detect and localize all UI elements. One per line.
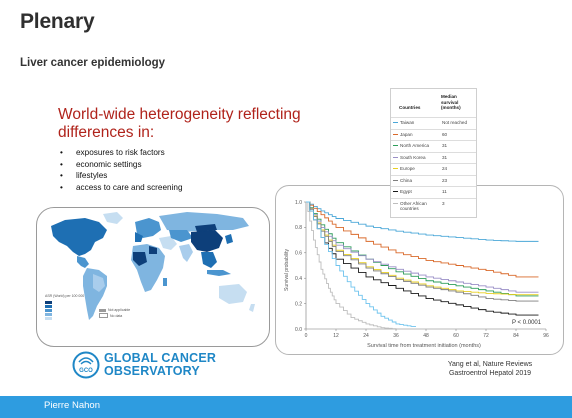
legend-header-countries: Countries bbox=[399, 105, 420, 111]
citation-line2: Gastroentrol Hepatol 2019 bbox=[425, 369, 555, 378]
legend-median: 31 bbox=[442, 143, 474, 148]
chart-xlabel: Survival time from treatment initiation … bbox=[367, 343, 481, 349]
legend-median: 31 bbox=[442, 155, 474, 160]
chart-legend-table: Countries Median survival (months) Taiwa… bbox=[390, 88, 477, 218]
bullet-item: exposures to risk factors bbox=[60, 147, 183, 159]
y-tick-label: 0.8 bbox=[295, 225, 302, 231]
gco-line2: OBSERVATORY bbox=[104, 365, 216, 378]
legend-median: Not reached bbox=[442, 120, 474, 125]
y-tick-label: 0.4 bbox=[295, 276, 302, 282]
presenter-name: Pierre Nahon bbox=[44, 400, 100, 411]
map-region-indonesia bbox=[207, 270, 231, 276]
map-region-china bbox=[191, 230, 223, 252]
x-tick-label: 60 bbox=[453, 333, 459, 339]
chart-axes: 0 12 24 36 48 60 72 84 96 0.0 0.2 0.4 0.6 0.8 1.0 bbox=[295, 200, 549, 339]
legend-country: Egypt bbox=[400, 189, 440, 194]
citation: Yang et al, Nature Reviews Gastroentrol … bbox=[425, 360, 555, 378]
legend-country: South Korea bbox=[400, 155, 440, 160]
footer-bar: Pierre Nahon bbox=[0, 396, 572, 418]
legend-swatch bbox=[393, 191, 398, 192]
legend-country: Other African countries bbox=[400, 201, 440, 211]
slide-title: Plenary bbox=[20, 10, 94, 34]
slide-subtitle: Liver cancer epidemiology bbox=[20, 57, 165, 69]
gco-badge-text: GCO bbox=[79, 368, 93, 374]
legend-swatch bbox=[393, 134, 398, 135]
world-map-panel: ASR (World) per 100 000 Not applicable N… bbox=[36, 207, 270, 347]
y-tick-label: 1.0 bbox=[295, 200, 302, 206]
map-legend-title: ASR (World) per 100 000 bbox=[45, 294, 95, 298]
legend-country: Taiwan bbox=[400, 120, 440, 125]
legend-median: 23 bbox=[442, 178, 474, 183]
legend-country: China bbox=[400, 178, 440, 183]
legend-country: Japan bbox=[400, 132, 440, 137]
map-region-australia bbox=[219, 284, 247, 304]
legend-swatch bbox=[393, 145, 398, 146]
map-region-india bbox=[179, 244, 193, 262]
world-map bbox=[37, 208, 269, 346]
legend-row: Other African countries3 bbox=[391, 198, 476, 211]
map-legend: ASR (World) per 100 000 bbox=[45, 294, 95, 320]
x-tick-label: 48 bbox=[423, 333, 429, 339]
legend-swatch bbox=[393, 157, 398, 158]
legend-swatch bbox=[393, 122, 398, 123]
map-region-africa bbox=[131, 244, 165, 292]
legend-country: Europe bbox=[400, 166, 440, 171]
x-tick-label: 84 bbox=[513, 333, 519, 339]
map-region-central-america bbox=[77, 256, 89, 268]
legend-swatch bbox=[393, 168, 398, 169]
map-legend-nd: No data bbox=[99, 313, 122, 318]
legend-header-median: Median survival (months) bbox=[441, 94, 474, 111]
x-tick-label: 24 bbox=[363, 333, 369, 339]
x-tick-label: 0 bbox=[305, 333, 308, 339]
map-legend-swatch bbox=[45, 316, 95, 320]
legend-median: 24 bbox=[442, 166, 474, 171]
bullet-item: lifestyles bbox=[60, 170, 183, 182]
global-cancer-observatory-logo: GCO GLOBAL CANCER OBSERVATORY bbox=[72, 350, 242, 380]
heading: World-wide heterogeneity reflecting diff… bbox=[58, 106, 378, 142]
map-region-north-america bbox=[51, 218, 107, 256]
map-region-new-zealand bbox=[249, 304, 255, 312]
map-region-madagascar bbox=[163, 278, 167, 286]
chart-ylabel: Survival probability bbox=[284, 249, 290, 291]
map-region-southeast-asia bbox=[201, 252, 217, 268]
legend-median: 60 bbox=[442, 132, 474, 137]
gco-emblem-icon: GCO bbox=[72, 351, 100, 379]
legend-country: North America bbox=[400, 143, 440, 148]
x-tick-label: 96 bbox=[543, 333, 549, 339]
bullet-list: exposures to risk factors economic setti… bbox=[60, 147, 183, 193]
x-tick-label: 72 bbox=[483, 333, 489, 339]
legend-swatch bbox=[393, 180, 398, 181]
map-region-japan-korea bbox=[225, 234, 233, 244]
map-region-greenland bbox=[103, 212, 123, 224]
y-tick-label: 0.2 bbox=[295, 301, 302, 307]
bullet-item: economic settings bbox=[60, 159, 183, 171]
map-legend-na: Not applicable bbox=[99, 308, 130, 312]
citation-line1: Yang et al, Nature Reviews bbox=[425, 360, 555, 369]
bullet-item: access to care and screening bbox=[60, 182, 183, 194]
y-tick-label: 0.0 bbox=[295, 327, 302, 333]
legend-median: 11 bbox=[442, 189, 474, 194]
x-tick-label: 12 bbox=[333, 333, 339, 339]
y-tick-label: 0.6 bbox=[295, 251, 302, 257]
legend-swatch bbox=[393, 203, 398, 204]
legend-median: 3 bbox=[442, 201, 474, 206]
gco-wordmark: GLOBAL CANCER OBSERVATORY bbox=[104, 352, 216, 378]
x-tick-label: 36 bbox=[393, 333, 399, 339]
chart-p-value: P < 0.0001 bbox=[512, 320, 542, 326]
chart-curves bbox=[306, 202, 539, 329]
